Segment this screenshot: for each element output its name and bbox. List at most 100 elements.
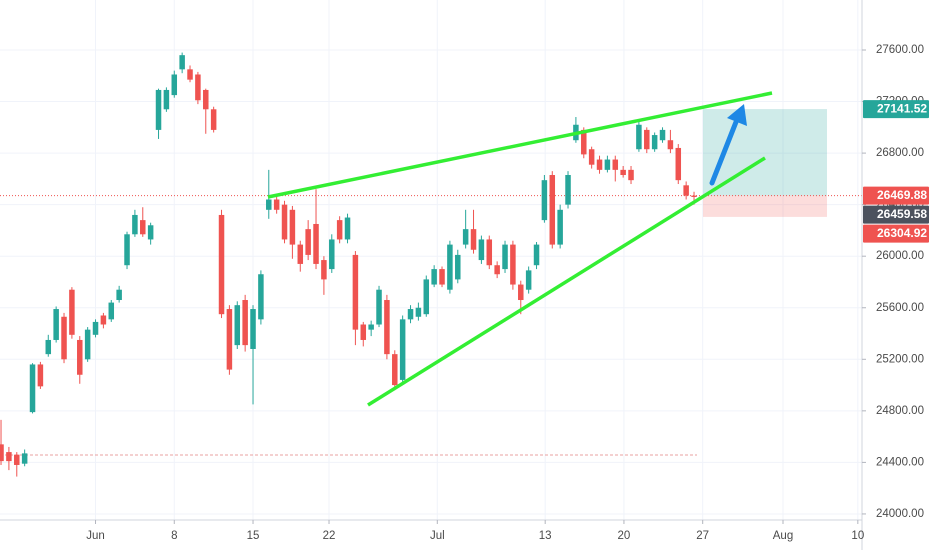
candle-body (61, 316, 67, 360)
candle-body (478, 239, 485, 261)
price-label: 26459.58 (877, 207, 927, 221)
candle-body (250, 309, 256, 349)
y-tick-label: 27600.00 (876, 44, 924, 56)
candle-body (588, 149, 595, 165)
candle-body (541, 180, 548, 221)
candle-body (557, 209, 563, 245)
candle-body (462, 229, 469, 245)
candle-body (667, 140, 674, 150)
stop-zone (703, 195, 827, 217)
y-tick-label: 24400.00 (876, 456, 924, 468)
candle-body (659, 129, 666, 141)
candle-body (92, 321, 99, 335)
candle-body (525, 270, 532, 290)
candle-body (163, 89, 170, 110)
candle-body (258, 274, 264, 320)
y-tick-label: 25600.00 (876, 302, 924, 314)
price-label: 26304.92 (877, 226, 927, 240)
candle-body (171, 74, 178, 96)
candle-body (691, 195, 697, 197)
x-tick-label: 20 (618, 530, 631, 542)
candle-body (683, 185, 689, 196)
candle-body (321, 260, 327, 280)
plot (0, 52, 862, 477)
candle-body (116, 289, 122, 301)
candle-body (384, 300, 390, 355)
candle-body (581, 129, 587, 155)
x-tick-label: Jul (430, 530, 445, 542)
x-tick-label: 13 (539, 530, 552, 542)
y-tick-label: 26800.00 (876, 147, 924, 159)
candle-body (53, 309, 59, 340)
candle-body (510, 244, 516, 285)
candle-body (336, 220, 343, 240)
y-tick-label: 26000.00 (876, 250, 924, 262)
candle-body (549, 175, 556, 245)
price-label: 27141.52 (877, 101, 927, 115)
candle-body (313, 223, 319, 264)
candle-body (368, 324, 374, 330)
candle-body (69, 289, 75, 335)
arrow-shaft (709, 119, 739, 186)
candle-body (399, 319, 406, 380)
candle-body (6, 452, 12, 462)
candle-body (140, 220, 146, 235)
candle-body (329, 239, 335, 270)
candle-body (187, 69, 193, 80)
candle-body (305, 229, 311, 255)
candle-body (439, 269, 445, 285)
candle-body (533, 244, 540, 266)
candle-body (486, 239, 493, 266)
candle-body (360, 324, 367, 340)
candle-body (628, 169, 634, 181)
candle-body (423, 279, 430, 315)
x-tick-label: 22 (323, 530, 336, 542)
candle-body (352, 254, 359, 330)
upper-trendline (267, 91, 773, 199)
candle-body (376, 289, 382, 325)
candle-body (29, 364, 36, 413)
x-tick-label: 10 (851, 530, 864, 542)
candle-body (620, 169, 626, 176)
candle-body (612, 159, 619, 170)
candle-body (644, 129, 650, 150)
price-label-bg (863, 186, 929, 205)
candle-body (203, 89, 209, 110)
candle-body (100, 315, 107, 325)
candle-body (147, 225, 154, 240)
candle-body (604, 159, 611, 170)
candle-body (84, 329, 91, 360)
candle-body (273, 199, 280, 210)
candle-body (266, 199, 272, 210)
x-tick-label: 8 (171, 530, 177, 542)
candle-body (596, 159, 603, 170)
candle-body (518, 284, 524, 301)
candle-body (179, 55, 185, 70)
x-tick-label: 27 (696, 530, 709, 542)
candle-body (675, 147, 682, 181)
candle-body (132, 214, 138, 235)
candle-body (226, 309, 233, 370)
candle-body (218, 214, 225, 315)
candle-body (0, 444, 4, 462)
y-tick-label: 25200.00 (876, 353, 924, 365)
price-axis (862, 0, 932, 550)
candle-body (407, 309, 414, 320)
y-tick-label: 24000.00 (876, 508, 924, 520)
candle-body (502, 244, 508, 270)
x-tick-label: Jun (86, 530, 105, 542)
candle-body (234, 305, 241, 346)
candle-body (415, 307, 422, 317)
candle-body (108, 302, 115, 320)
y-tick-label: 24800.00 (876, 405, 924, 417)
x-tick-label: Aug (773, 530, 793, 542)
candle-body (344, 217, 351, 240)
candle-body (565, 175, 571, 205)
arrow-head (727, 104, 747, 126)
candle-body (45, 339, 52, 355)
price-label: 26469.88 (877, 188, 927, 202)
candle-body (14, 454, 20, 465)
candle-body (392, 354, 398, 386)
x-tick-label: 15 (247, 530, 260, 542)
